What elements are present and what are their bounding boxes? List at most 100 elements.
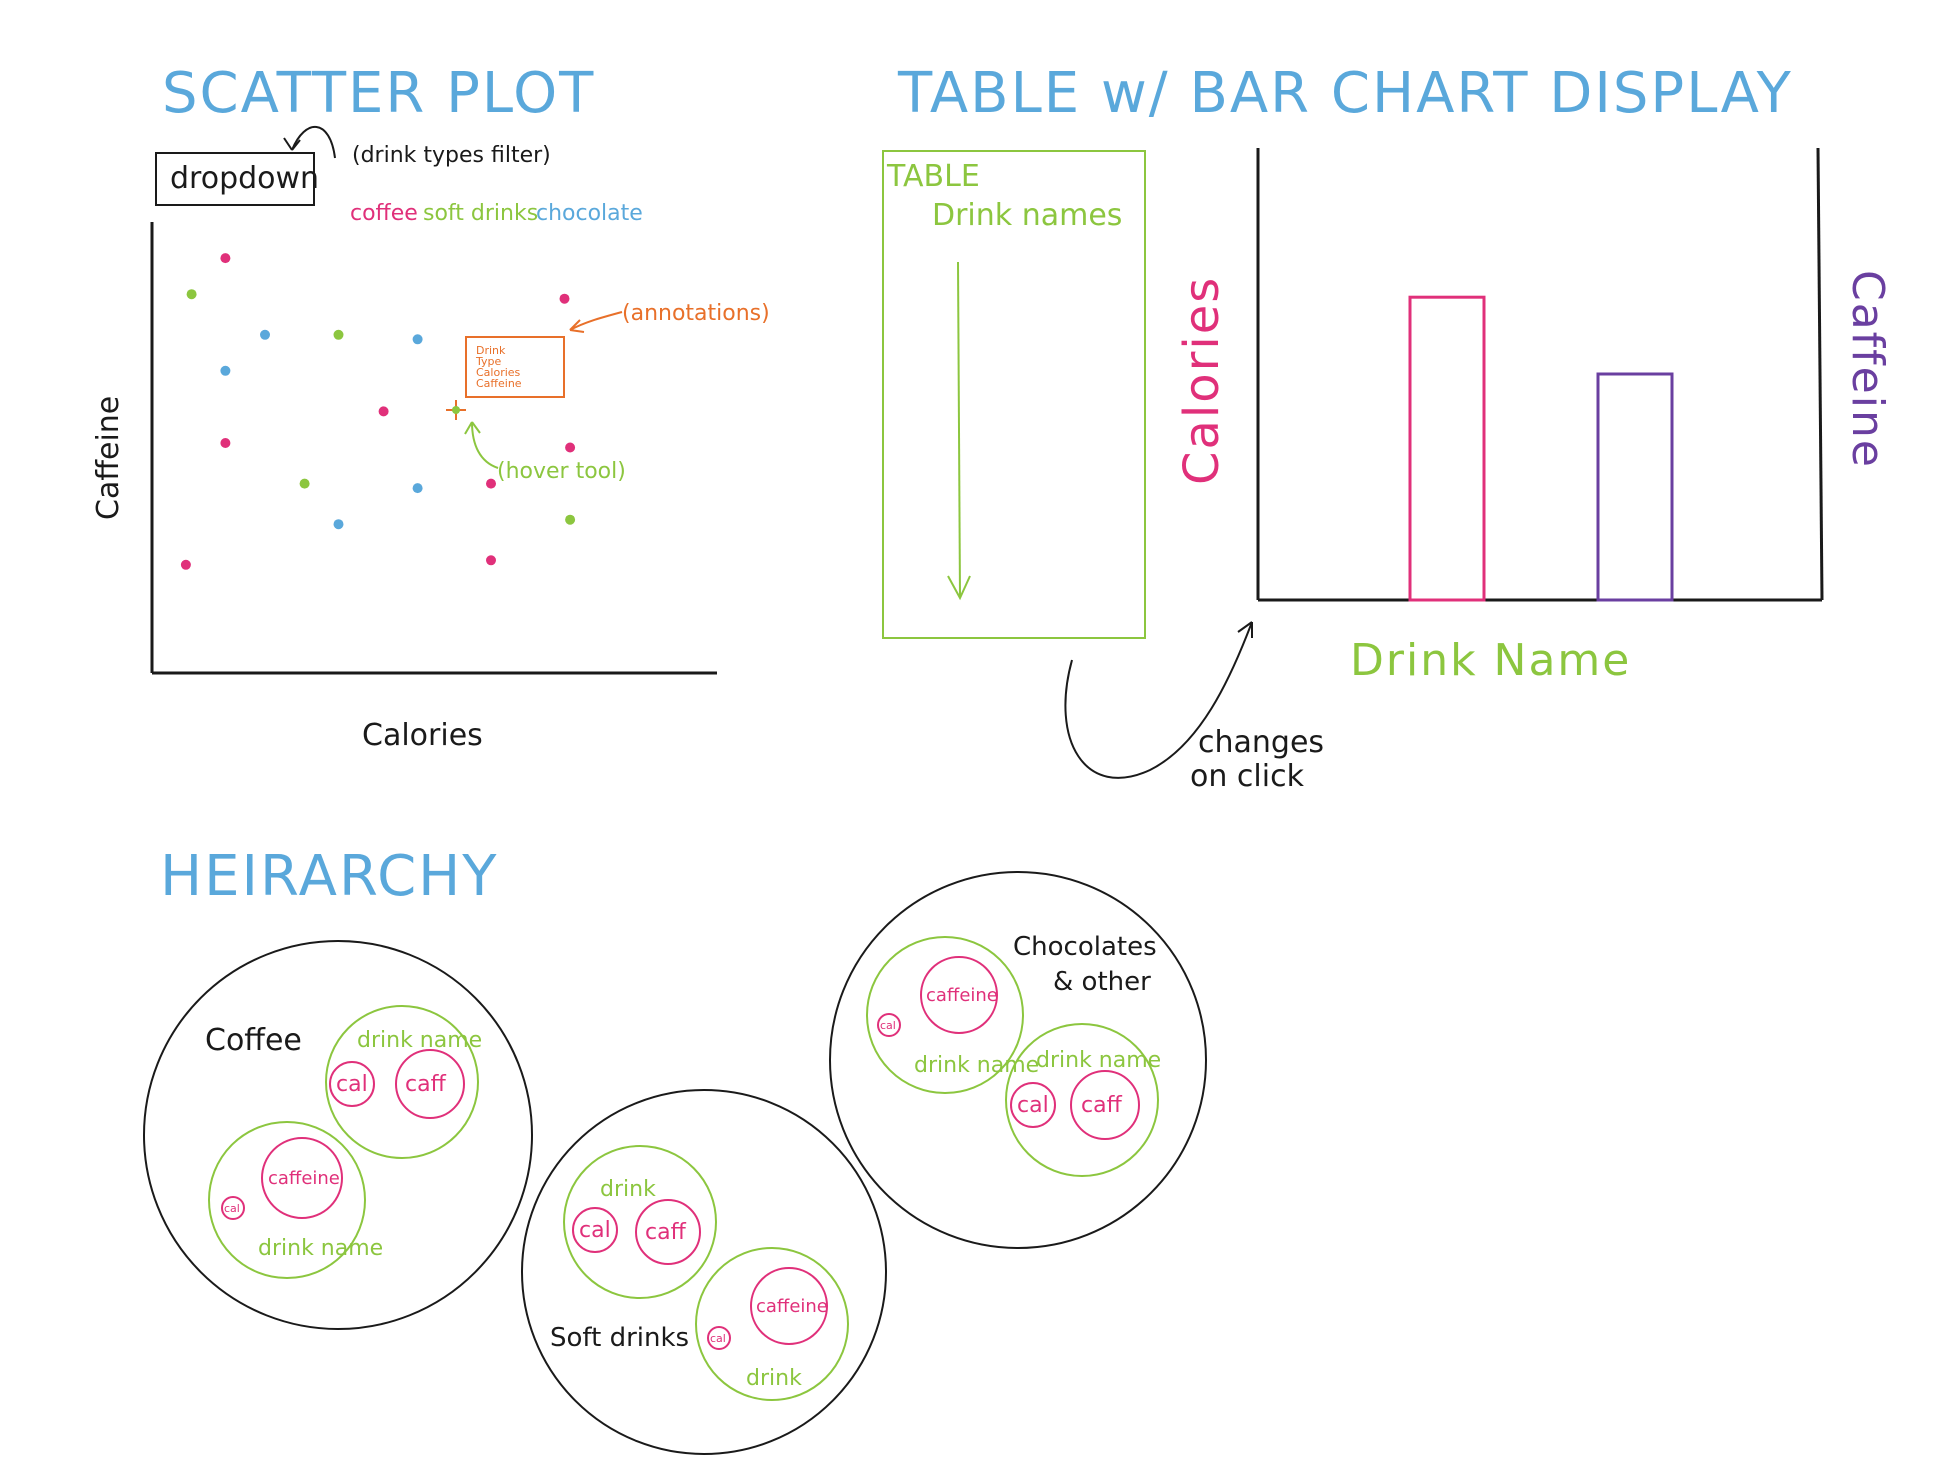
scatter-point-chocolate-0[interactable]	[260, 329, 270, 340]
filter-note: (drink types filter)	[352, 143, 551, 168]
scatter-point-soft-drinks-2[interactable]	[299, 478, 310, 489]
coffee-drink-b-circle[interactable]	[208, 1121, 366, 1279]
scatter-section: SCATTER PLOT dropdown (drink types filte…	[91, 61, 770, 753]
bar-right-label: Caffeine	[1842, 270, 1893, 469]
choc-drink-a-circle[interactable]	[866, 936, 1024, 1094]
bar-left-label: Calories	[1174, 276, 1230, 485]
choc-drink-b-label: drink name	[1036, 1048, 1161, 1073]
choc-drink-b-cal-circle[interactable]	[1010, 1082, 1056, 1128]
coffee-drink-b-cal-circle[interactable]	[221, 1196, 245, 1220]
coffee-drink-a-cal-circle[interactable]	[329, 1061, 375, 1107]
annotation-line-drink: Drink	[476, 344, 506, 357]
chocolates-circle[interactable]	[829, 871, 1207, 1249]
table-scroll-arrow	[957, 261, 961, 599]
scatter-point-coffee-6[interactable]	[486, 555, 496, 566]
bar-y-axis-right	[1816, 147, 1824, 601]
scatter-point-coffee-0[interactable]	[220, 253, 231, 264]
legend-chocolate[interactable]: chocolate	[536, 201, 643, 226]
changes-note-line2: on click	[1190, 759, 1305, 794]
annotations-arrowhead	[569, 319, 585, 333]
table-subtitle: Drink names	[932, 198, 1122, 233]
dropdown-box[interactable]	[155, 152, 315, 206]
hover-arrow	[471, 421, 499, 469]
bar-x-label: Drink Name	[1350, 635, 1631, 686]
scatter-point-coffee-4[interactable]	[180, 559, 191, 570]
coffee-circle[interactable]	[143, 940, 533, 1330]
coffee-drink-a-label: drink name	[357, 1028, 482, 1053]
soft-drink-b-caff: caffeine	[756, 1296, 828, 1317]
choc-drink-b-circle[interactable]	[1005, 1023, 1159, 1177]
annotations-note: (annotations)	[622, 301, 770, 326]
table-scroll-arrowhead	[947, 575, 971, 601]
scatter-point-coffee-7[interactable]	[565, 442, 576, 453]
hierarchy-heading: HEIRARCHY	[160, 844, 499, 909]
choc-drink-a-cal: cal	[880, 1019, 896, 1032]
dropdown-arrow	[291, 126, 336, 159]
scatter-point-chocolate-3[interactable]	[412, 483, 423, 494]
soft-drink-a-cal-circle[interactable]	[572, 1207, 618, 1253]
bar-calories[interactable]	[1408, 295, 1486, 602]
scatter-point-coffee-1[interactable]	[559, 293, 570, 304]
scatter-heading: SCATTER PLOT	[162, 61, 595, 126]
scatter-points	[180, 253, 576, 570]
soft-drink-b-cal: cal	[710, 1332, 726, 1345]
dropdown-arrowhead	[283, 137, 301, 151]
choc-drink-b-caff: caff	[1081, 1093, 1123, 1118]
changes-on-click-arrowhead	[1237, 621, 1253, 638]
hierarchy-section: HEIRARCHY Coffee drink name cal caff cal…	[143, 844, 1207, 1455]
coffee-drink-a-caff-circle[interactable]	[395, 1049, 465, 1119]
hover-crosshair-icon	[446, 400, 466, 420]
choc-drink-b-caff-circle[interactable]	[1070, 1070, 1140, 1140]
changes-on-click-arrow	[1064, 621, 1253, 779]
soft-drink-b-label: drink	[746, 1366, 802, 1391]
legend-soft-drinks[interactable]: soft drinks	[423, 201, 538, 226]
annotation-line-calories: Calories	[476, 366, 521, 379]
table-bar-section: TABLE w/ BAR CHART DISPLAY TABLE Drink n…	[882, 61, 1893, 794]
scatter-point-soft-drinks-3[interactable]	[565, 514, 576, 525]
coffee-drink-a-cal: cal	[336, 1072, 368, 1097]
coffee-drink-a-caff: caff	[405, 1072, 447, 1097]
bar-marks	[1408, 295, 1674, 602]
coffee-drink-b-caff-circle[interactable]	[261, 1137, 343, 1219]
coffee-label: Coffee	[205, 1023, 302, 1058]
changes-note-line1: changes	[1198, 725, 1324, 760]
soft-drink-b-circle[interactable]	[695, 1247, 849, 1401]
scatter-point-coffee-2[interactable]	[220, 438, 231, 448]
coffee-drink-b-label: drink name	[258, 1236, 383, 1261]
soft-drink-b-cal-circle[interactable]	[707, 1326, 731, 1350]
scatter-point-coffee-3[interactable]	[378, 406, 389, 417]
scatter-point-soft-drinks-0[interactable]	[186, 289, 197, 300]
soft-drink-a-caff-circle[interactable]	[635, 1199, 701, 1265]
soft-drinks-circle[interactable]	[521, 1089, 887, 1455]
hover-arrowhead	[464, 421, 481, 435]
scatter-point-chocolate-4[interactable]	[333, 519, 344, 530]
chocolates-label-line1: Chocolates	[1013, 932, 1157, 962]
table-title: TABLE	[886, 159, 980, 194]
choc-drink-b-cal: cal	[1017, 1093, 1049, 1118]
coffee-drink-a-circle[interactable]	[325, 1005, 479, 1159]
soft-drink-b-caff-circle[interactable]	[750, 1267, 828, 1345]
scatter-point-chocolate-2[interactable]	[412, 334, 423, 345]
legend-coffee[interactable]: coffee	[350, 201, 418, 226]
choc-drink-a-caff: caffeine	[926, 985, 998, 1006]
dropdown-label: dropdown	[170, 161, 319, 196]
table-bar-heading: TABLE w/ BAR CHART DISPLAY	[897, 61, 1793, 126]
scatter-point-coffee-5[interactable]	[486, 478, 496, 489]
annotation-line-caffeine: Caffeine	[476, 377, 522, 390]
soft-drink-a-circle[interactable]	[563, 1145, 717, 1299]
soft-drinks-label: Soft drinks	[550, 1323, 689, 1353]
coffee-drink-b-cal: cal	[224, 1202, 240, 1215]
scatter-point-soft-drinks-1[interactable]	[333, 329, 344, 340]
scatter-legend: coffee soft drinks chocolate	[350, 201, 643, 226]
annotation-line-type: Type	[475, 355, 501, 368]
choc-drink-a-caff-circle[interactable]	[920, 956, 998, 1034]
annotations-arrow	[569, 311, 623, 331]
drink-table[interactable]	[882, 150, 1146, 639]
choc-drink-a-cal-circle[interactable]	[877, 1013, 901, 1037]
scatter-point-chocolate-1[interactable]	[220, 365, 231, 376]
hover-note: (hover tool)	[497, 459, 626, 484]
coffee-drink-b-caff: caffeine	[268, 1168, 340, 1189]
bar-caffeine[interactable]	[1596, 372, 1674, 602]
soft-drink-a-cal: cal	[579, 1218, 611, 1243]
